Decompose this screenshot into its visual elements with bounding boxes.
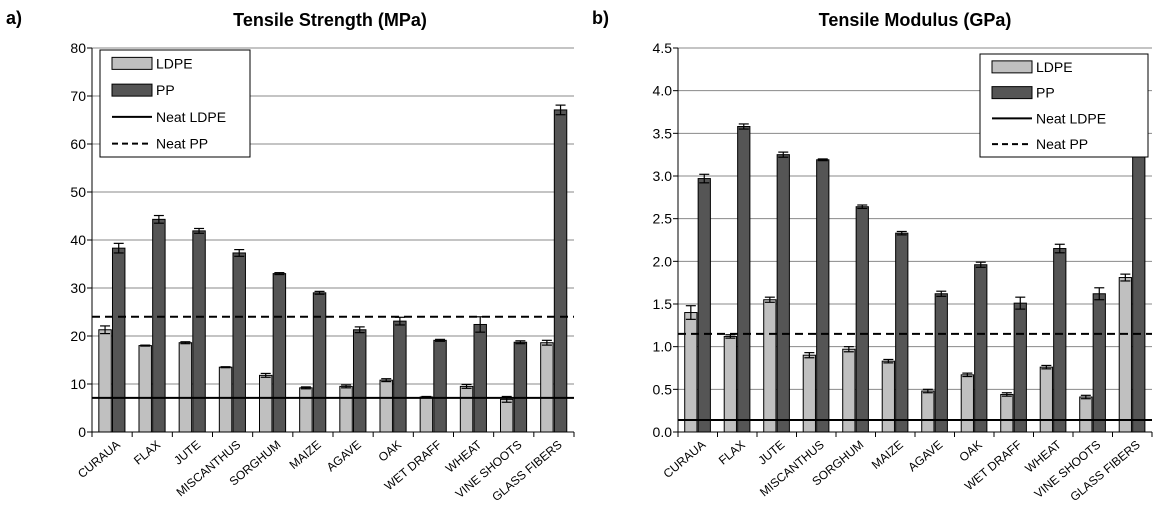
legend-label: Neat PP — [1036, 136, 1088, 152]
legend-swatch — [991, 86, 1033, 100]
legend-swatch — [111, 83, 153, 97]
legend-label: LDPE — [1036, 59, 1073, 75]
bar-ldpe-wheat — [459, 385, 474, 433]
y-tick-label: 3.0 — [653, 168, 673, 184]
x-tick-label: AGAVE — [905, 438, 945, 475]
bar-pp-wet-draff — [433, 339, 447, 433]
bar-ldpe-flax — [723, 335, 737, 433]
bar-pp-oak — [393, 320, 407, 433]
x-tick-label: FLAX — [131, 438, 163, 468]
bar-pp-vine-shoots — [513, 341, 528, 433]
legend-label: LDPE — [156, 55, 193, 71]
legend-label: PP — [1036, 85, 1055, 101]
legend: LDPE PP Neat LDPE Neat PP — [99, 49, 251, 158]
x-tick-label: JUTE — [171, 438, 203, 468]
bar-pp-wet-draff — [1013, 302, 1027, 433]
x-tick-label: OAK — [956, 438, 984, 465]
panel-label: b) — [592, 8, 609, 28]
y-tick-label: 20 — [70, 328, 86, 344]
bar-ldpe-wheat — [1039, 366, 1053, 433]
x-tick-label: AGAVE — [324, 438, 364, 475]
bar-ldpe-oak — [960, 374, 974, 433]
y-tick-label: 80 — [70, 40, 86, 56]
bar-pp-miscanthus — [232, 252, 246, 433]
bar-pp-oak — [974, 264, 988, 433]
bar-ldpe-glass-fibers — [1118, 277, 1132, 433]
bar-pp-wheat — [1053, 248, 1067, 433]
bar-pp-jute — [192, 230, 206, 433]
bar-ldpe-wet-draff — [419, 396, 434, 433]
bar-ldpe-jute — [178, 342, 193, 433]
chart-title: Tensile Strength (MPa) — [233, 10, 427, 30]
bar-ldpe-agave — [339, 385, 353, 433]
bar-pp-sorghum — [272, 273, 287, 433]
y-tick-label: 1.0 — [653, 339, 673, 355]
bar-ldpe-miscanthus — [218, 366, 233, 433]
bar-ldpe-maize — [299, 387, 313, 433]
bar-pp-flax — [737, 126, 751, 433]
y-tick-label: 4.0 — [653, 83, 673, 99]
bar-ldpe-glass-fibers — [540, 342, 554, 433]
x-tick-label: FLAX — [716, 438, 748, 468]
bar-pp-maize — [895, 232, 909, 433]
y-tick-label: 2.5 — [653, 211, 673, 227]
bar-pp-maize — [312, 292, 327, 433]
x-tick-label: CURAUA — [75, 438, 123, 481]
y-tick-label: 1.5 — [653, 296, 673, 312]
x-tick-label: GLASS FIBERS — [1067, 438, 1142, 504]
bar-pp-curaua — [111, 247, 126, 433]
bar-ldpe-oak — [379, 379, 393, 433]
x-tick-label: JUTE — [755, 438, 787, 468]
chart-panel-0: a) Tensile Strength (MPa) 0 10 20 30 40 50 60 70 8… — [6, 8, 575, 504]
y-tick-label: 70 — [70, 88, 86, 104]
legend-label: Neat LDPE — [1036, 110, 1106, 126]
y-tick-label: 0.5 — [653, 381, 673, 397]
y-tick-label: 4.5 — [653, 40, 673, 56]
legend-label: PP — [156, 82, 175, 98]
bar-ldpe-vine-shoots — [499, 398, 514, 433]
chart-panel-1: b) Tensile Modulus (GPa) 0.0 0.5 1.0 1.5 2.0 2.… — [592, 8, 1153, 504]
bar-ldpe-curaua — [684, 312, 698, 433]
bar-ldpe-curaua — [98, 329, 112, 433]
chart-title: Tensile Modulus (GPa) — [819, 10, 1012, 30]
legend-swatch — [111, 56, 153, 70]
bar-ldpe-wet-draff — [1000, 393, 1014, 433]
x-tick-label: CURAUA — [661, 438, 709, 481]
bar-pp-miscanthus — [816, 159, 830, 433]
bar-ldpe-vine-shoots — [1079, 396, 1093, 433]
y-tick-label: 3.5 — [653, 125, 673, 141]
bar-pp-glass-fibers — [553, 109, 568, 433]
y-tick-label: 30 — [70, 280, 86, 296]
bar-pp-vine-shoots — [1092, 293, 1106, 433]
x-tick-label: GLASS FIBERS — [489, 438, 564, 504]
bar-pp-sorghum — [855, 206, 869, 433]
bar-pp-jute — [776, 154, 790, 433]
bar-pp-wheat — [473, 323, 487, 433]
bar-ldpe-flax — [138, 345, 152, 433]
y-tick-label: 40 — [70, 232, 86, 248]
y-tick-label: 2.0 — [653, 253, 673, 269]
x-tick-label: MAIZE — [287, 438, 324, 472]
bar-ldpe-agave — [921, 390, 935, 433]
y-tick-label: 10 — [70, 376, 86, 392]
legend-label: Neat PP — [156, 136, 208, 152]
legend-swatch — [991, 60, 1033, 74]
bar-ldpe-sorghum — [258, 374, 273, 433]
y-tick-label: 0 — [78, 424, 86, 440]
legend: LDPE PP Neat LDPE Neat PP — [979, 53, 1149, 158]
bar-ldpe-maize — [881, 360, 895, 433]
panel-label: a) — [6, 8, 22, 28]
x-tick-label: MAIZE — [869, 438, 906, 472]
y-tick-label: 60 — [70, 136, 86, 152]
bar-pp-curaua — [697, 178, 711, 433]
bar-pp-agave — [934, 293, 948, 433]
bar-pp-flax — [152, 218, 166, 433]
legend-label: Neat LDPE — [156, 109, 226, 125]
bar-pp-agave — [352, 329, 367, 433]
y-tick-label: 50 — [70, 184, 86, 200]
y-tick-label: 0.0 — [653, 424, 673, 440]
x-tick-label: OAK — [376, 438, 404, 465]
bar-ldpe-jute — [763, 299, 777, 433]
